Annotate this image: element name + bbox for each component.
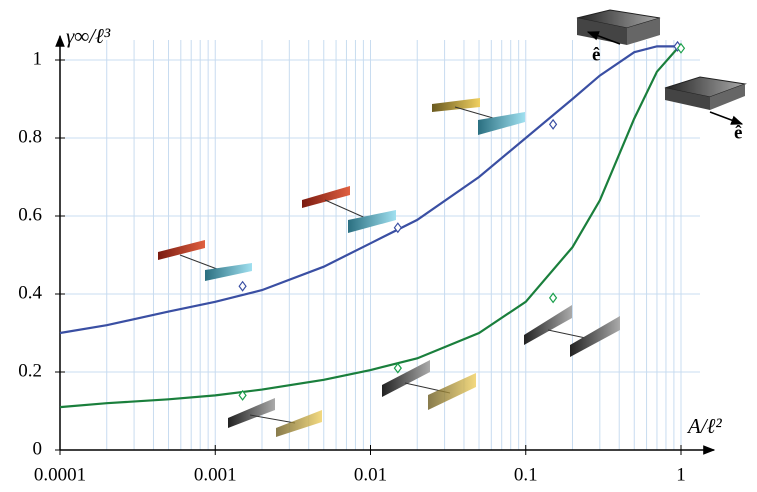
x-tick-label: 0.01 — [354, 464, 387, 485]
point — [239, 282, 246, 291]
icon — [158, 240, 252, 281]
x-tick-label: 0.001 — [194, 464, 237, 485]
x-tick-label: 0.1 — [514, 464, 538, 485]
point — [394, 364, 401, 373]
y-tick-label: 0 — [33, 438, 43, 459]
chart: γ∞/ℓ³ A/ℓ² ê ê 0.0001 0.001 0.01 0.1 1 0 0.2 0.… — [0, 0, 757, 492]
annotation: ê — [592, 44, 600, 65]
x-axis-label: A/ℓ² — [686, 414, 722, 438]
icon — [302, 186, 396, 233]
y-tick-label: 0.2 — [18, 360, 42, 381]
icon — [665, 77, 745, 110]
point — [550, 293, 557, 302]
annotation: ê — [734, 122, 742, 143]
y-tick-label: 1 — [33, 48, 43, 69]
y-tick-label: 0.4 — [18, 282, 42, 303]
icon — [228, 398, 322, 437]
x-tick-label: 0.0001 — [34, 464, 86, 485]
point — [550, 120, 557, 129]
y-tick-label: 0.8 — [18, 126, 42, 147]
grid — [60, 40, 700, 450]
x-tick-label: 1 — [676, 464, 686, 485]
y-tick-label: 0.6 — [18, 204, 42, 225]
y-axis-label: γ∞/ℓ³ — [66, 24, 111, 48]
icon — [577, 10, 660, 45]
